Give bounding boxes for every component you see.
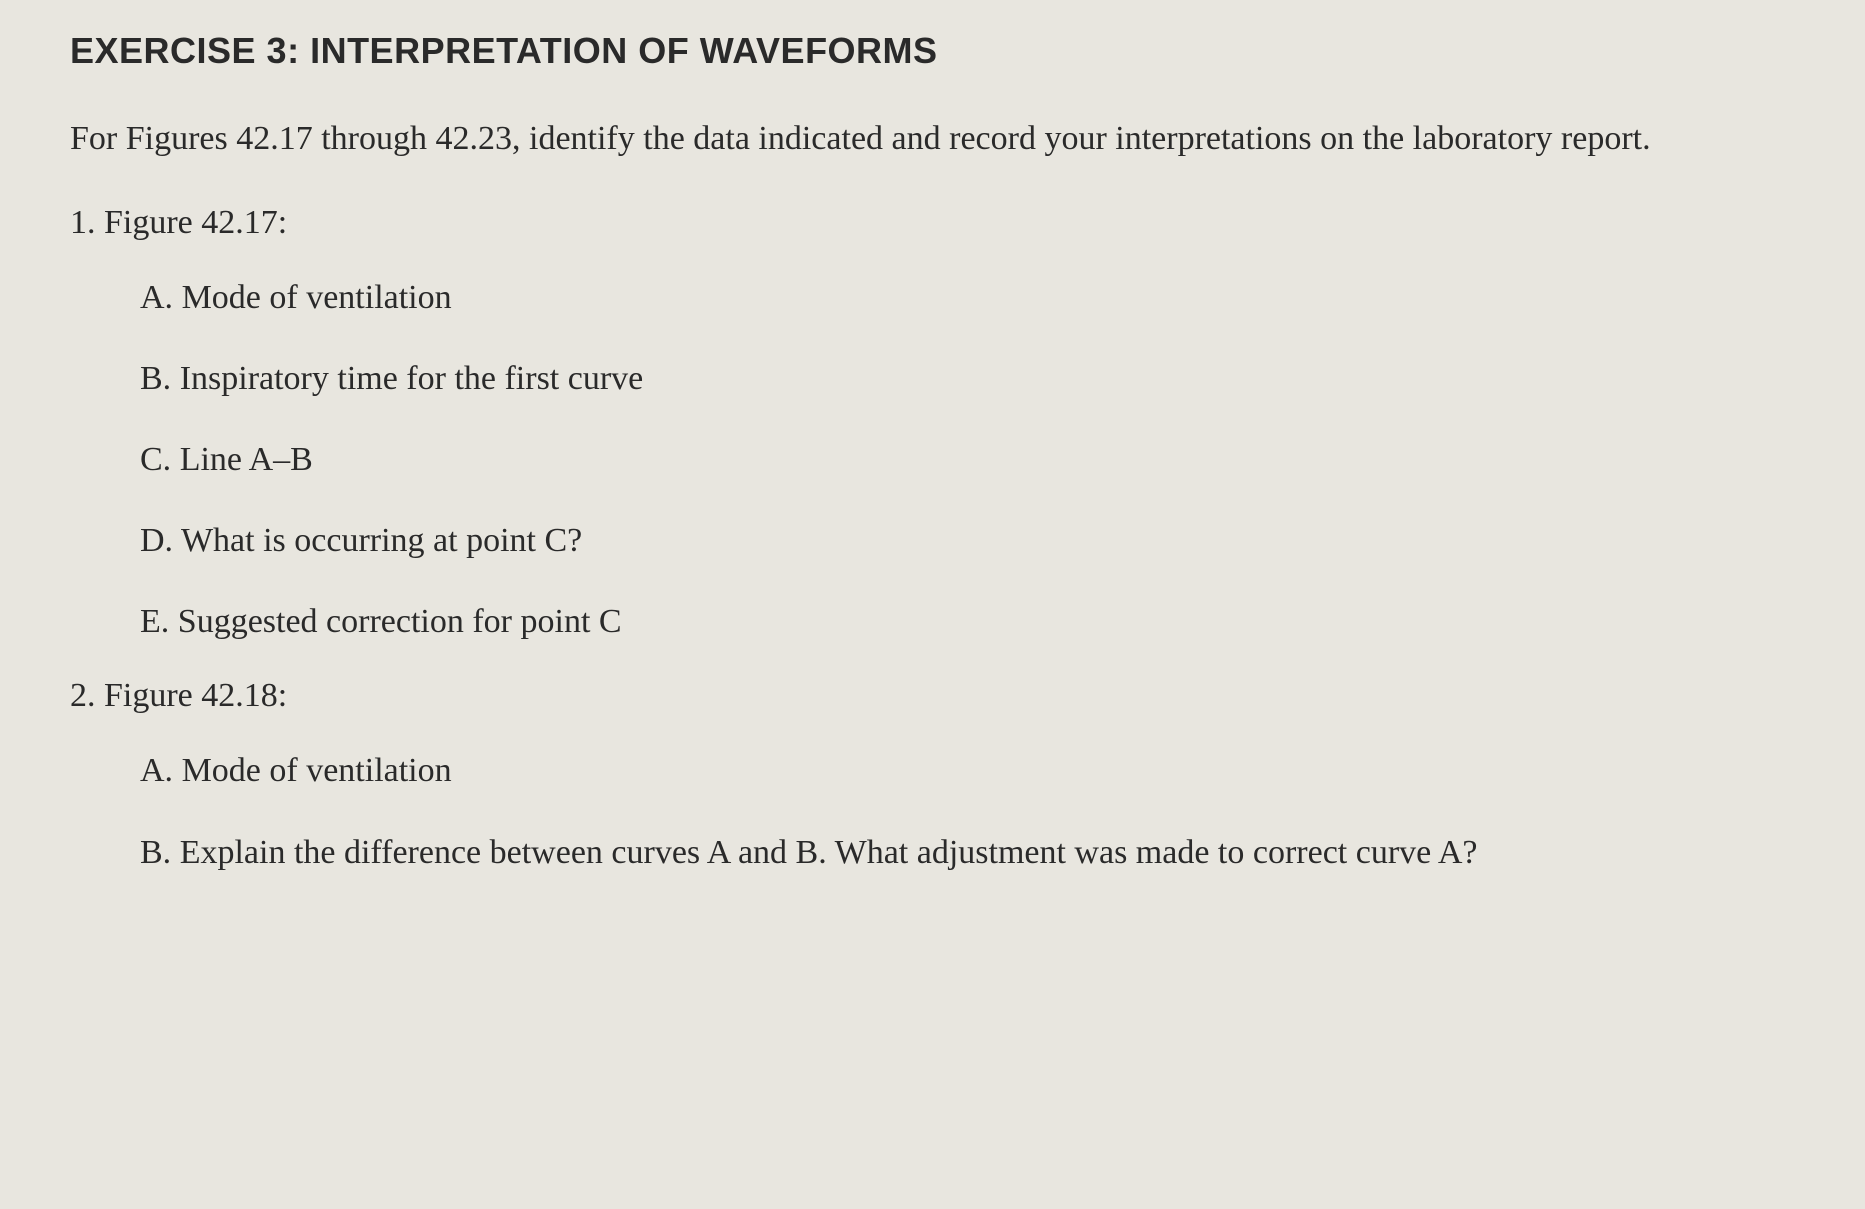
q1-item-b: B. Inspiratory time for the first curve bbox=[140, 353, 1795, 404]
q1-item-a: A. Mode of ventilation bbox=[140, 272, 1795, 323]
page-content: EXERCISE 3: INTERPRETATION OF WAVEFORMS … bbox=[70, 30, 1795, 881]
q1-item-b-letter: B. bbox=[140, 360, 171, 397]
q1-item-c-text: Line A–B bbox=[180, 441, 313, 478]
q2-item-b: B. Explain the difference between curves… bbox=[140, 826, 1795, 880]
question-2-number: 2. bbox=[70, 677, 96, 714]
question-1-heading: 1. Figure 42.17: bbox=[70, 204, 1795, 242]
question-2-heading: 2. Figure 42.18: bbox=[70, 677, 1795, 715]
q2-item-a-letter: A. bbox=[140, 752, 173, 789]
q1-item-e: E. Suggested correction for point C bbox=[140, 596, 1795, 647]
exercise-title: EXERCISE 3: INTERPRETATION OF WAVEFORMS bbox=[70, 30, 1795, 72]
q2-item-b-text: Explain the difference between curves A … bbox=[180, 834, 1478, 871]
q1-item-d: D. What is occurring at point C? bbox=[140, 515, 1795, 566]
q1-item-e-text: Suggested correction for point C bbox=[178, 603, 622, 640]
q1-item-c: C. Line A–B bbox=[140, 434, 1795, 485]
question-1-number: 1. bbox=[70, 204, 96, 241]
q2-item-b-letter: B. bbox=[140, 834, 171, 871]
q1-item-a-text: Mode of ventilation bbox=[182, 279, 452, 316]
q1-item-e-letter: E. bbox=[140, 603, 169, 640]
q1-item-d-text: What is occurring at point C? bbox=[181, 522, 582, 559]
q1-item-c-letter: C. bbox=[140, 441, 171, 478]
exercise-intro: For Figures 42.17 through 42.23, identif… bbox=[70, 112, 1795, 166]
question-2-figure: Figure 42.18: bbox=[104, 677, 287, 714]
question-2-items: A. Mode of ventilation B. Explain the di… bbox=[70, 745, 1795, 880]
q1-item-d-letter: D. bbox=[140, 522, 173, 559]
question-1-figure: Figure 42.17: bbox=[104, 204, 287, 241]
q2-item-a-text: Mode of ventilation bbox=[182, 752, 452, 789]
q1-item-b-text: Inspiratory time for the first curve bbox=[180, 360, 644, 397]
question-1-items: A. Mode of ventilation B. Inspiratory ti… bbox=[70, 272, 1795, 647]
q1-item-a-letter: A. bbox=[140, 279, 173, 316]
q2-item-a: A. Mode of ventilation bbox=[140, 745, 1795, 796]
